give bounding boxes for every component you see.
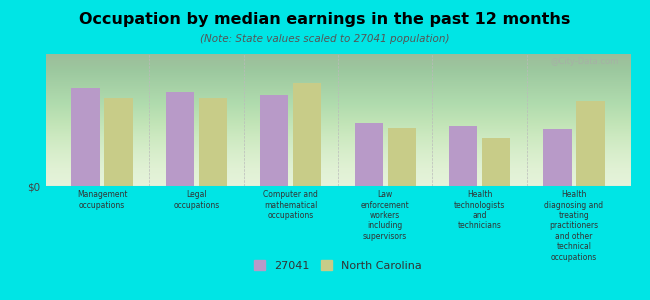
Text: @City-Data.com: @City-Data.com <box>551 57 619 66</box>
Bar <box>166 92 194 186</box>
Bar <box>72 88 99 186</box>
Bar <box>105 98 133 186</box>
Text: (Note: State values scaled to 27041 population): (Note: State values scaled to 27041 popu… <box>200 34 450 44</box>
Legend: 27041, North Carolina: 27041, North Carolina <box>250 256 426 275</box>
Bar <box>260 95 289 186</box>
Text: Occupation by median earnings in the past 12 months: Occupation by median earnings in the pas… <box>79 12 571 27</box>
Bar <box>293 83 322 186</box>
Bar <box>387 128 416 186</box>
Bar <box>543 129 571 186</box>
Bar <box>199 98 227 186</box>
Bar <box>482 138 510 186</box>
Bar <box>354 123 383 186</box>
Bar <box>577 100 604 186</box>
Bar <box>449 126 477 186</box>
